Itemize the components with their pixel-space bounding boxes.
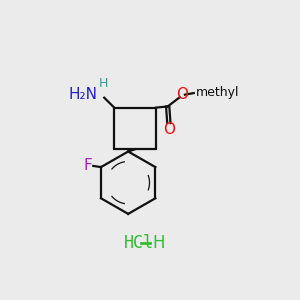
Text: H₂N: H₂N [69, 87, 98, 102]
Text: HCl: HCl [124, 234, 154, 252]
Text: O: O [163, 122, 175, 137]
Text: F: F [84, 158, 93, 173]
Text: H: H [153, 234, 165, 252]
Text: O: O [176, 87, 188, 102]
Text: H: H [99, 76, 108, 90]
Text: methyl: methyl [196, 86, 239, 99]
